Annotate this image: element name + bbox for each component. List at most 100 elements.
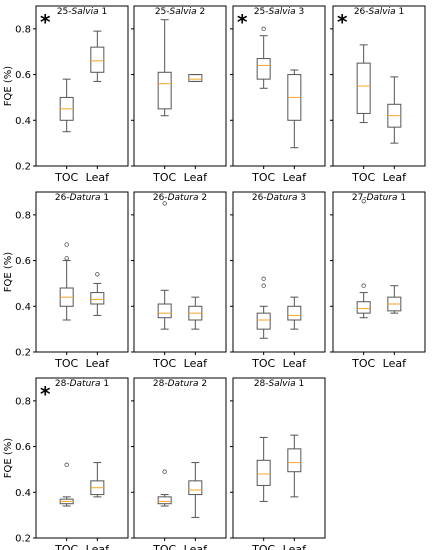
iqr-box (287, 305, 302, 321)
y-tick-label: 0.4 (15, 116, 31, 127)
box-plot (356, 44, 371, 124)
panel-title: 26-Datura 3 (252, 193, 306, 203)
y-tick-label: 0.2 (15, 348, 31, 359)
panel-frame (332, 5, 426, 167)
panel: 28-Datura 2 TOC Leaf (131, 377, 227, 550)
x-tick-label: Leaf (86, 543, 110, 550)
panel: 28-Salvia 1 TOC Leaf (230, 377, 326, 550)
panel-frame (35, 377, 129, 539)
box-plot (90, 30, 105, 82)
box-plot (287, 434, 302, 498)
panel-title: 28-Datura 1 (55, 379, 109, 389)
panel-frame (232, 377, 326, 539)
panel-title: 28-Datura 2 (153, 379, 207, 389)
iqr-box (90, 46, 105, 73)
panel: 26-Datura 2 TOC Leaf (131, 191, 227, 370)
box-plot (157, 19, 172, 117)
panel-frame (232, 5, 326, 167)
significance-star: * (40, 382, 51, 406)
x-tick-label: Leaf (383, 357, 407, 370)
panel-frame (133, 377, 227, 539)
panel-frame (232, 191, 326, 353)
panel-title: 25-Salvia 3 (254, 7, 304, 17)
y-tick-label: 0.2 (15, 534, 31, 545)
panel: 27-Datura 1 TOC Leaf (330, 191, 426, 370)
box-plot (188, 74, 203, 82)
y-tick-label: 0.6 (15, 70, 31, 81)
x-tick-label: TOC (54, 357, 78, 370)
outlier-point (261, 283, 266, 288)
outlier-point (361, 283, 366, 288)
panel-title-prefix: 26- (153, 193, 168, 203)
significance-star: * (237, 10, 248, 34)
panel-title-suffix: 2 (199, 193, 208, 203)
outlier-point (361, 198, 366, 204)
box-plot (387, 76, 402, 144)
panel-title-prefix: 28- (153, 379, 168, 389)
box-plot (256, 436, 271, 502)
panel-title-genus: Datura (168, 193, 199, 203)
x-tick-label: TOC (152, 171, 176, 184)
panel-title-suffix: 1 (398, 193, 407, 203)
y-tick-label: 0.4 (15, 302, 31, 313)
box-plot (59, 78, 74, 133)
y-tick-label: 0.8 (15, 24, 31, 35)
significance-star: * (337, 10, 348, 34)
panel-frame (133, 5, 227, 167)
panel-title-suffix: 1 (396, 7, 405, 17)
panel-title-suffix: 1 (296, 379, 305, 389)
panel-title-suffix: 2 (199, 379, 208, 389)
iqr-box (287, 448, 302, 473)
panel-title-suffix: 1 (99, 7, 108, 17)
y-tick-label: 0.4 (15, 488, 31, 499)
y-axis-label: FQE (%) (3, 438, 14, 479)
y-tick-label: 0.6 (15, 442, 31, 453)
panel-title-prefix: 26- (55, 193, 70, 203)
box-plot (287, 296, 302, 330)
box-plot (59, 242, 74, 321)
y-axis-label: FQE (%) (3, 252, 14, 293)
x-tick-label: TOC (152, 543, 176, 550)
x-tick-label: Leaf (283, 171, 307, 184)
box-plot (90, 272, 105, 316)
significance-star: * (40, 10, 51, 34)
box-plot (287, 69, 302, 149)
panel-frame (35, 5, 129, 167)
panel-frame (332, 191, 426, 353)
x-tick-label: Leaf (283, 357, 307, 370)
panel-frame (35, 191, 129, 353)
x-tick-label: Leaf (86, 357, 110, 370)
box-plot (59, 462, 74, 507)
iqr-box (256, 312, 271, 330)
panel-title: 25-Salvia 1 (57, 7, 107, 17)
y-tick-label: 0.2 (15, 162, 31, 173)
outlier-point (64, 242, 69, 247)
iqr-box (256, 459, 271, 486)
x-tick-label: Leaf (383, 171, 407, 184)
x-tick-label: TOC (351, 357, 375, 370)
panel-title-prefix: 25- (155, 7, 170, 17)
panel-title-genus: Salvia (269, 7, 296, 17)
panel: 26-Datura 3 TOC Leaf (230, 191, 326, 370)
panel-title-genus: Datura (70, 193, 101, 203)
y-tick-label: 0.6 (15, 256, 31, 267)
x-tick-label: Leaf (184, 357, 208, 370)
panel-title-genus: Datura (70, 379, 101, 389)
box-plot (90, 462, 105, 498)
x-tick-label: TOC (152, 357, 176, 370)
panel-title: 26-Datura 1 (55, 193, 109, 203)
outlier-point (162, 201, 167, 206)
panel: 25-Salvia 2 TOC Leaf (131, 5, 227, 184)
iqr-box (256, 58, 271, 80)
x-tick-label: Leaf (283, 543, 307, 550)
box-plot (256, 26, 271, 89)
x-tick-label: TOC (54, 171, 78, 184)
iqr-box (188, 480, 203, 496)
panel: 25-Salvia 3 * TOC Leaf (230, 5, 326, 184)
x-tick-label: TOC (54, 543, 78, 550)
panel-title-suffix: 3 (298, 193, 307, 203)
panel-title-prefix: 25- (254, 7, 269, 17)
panel-title-genus: Salvia (170, 7, 197, 17)
y-tick-label: 0.8 (15, 396, 31, 407)
